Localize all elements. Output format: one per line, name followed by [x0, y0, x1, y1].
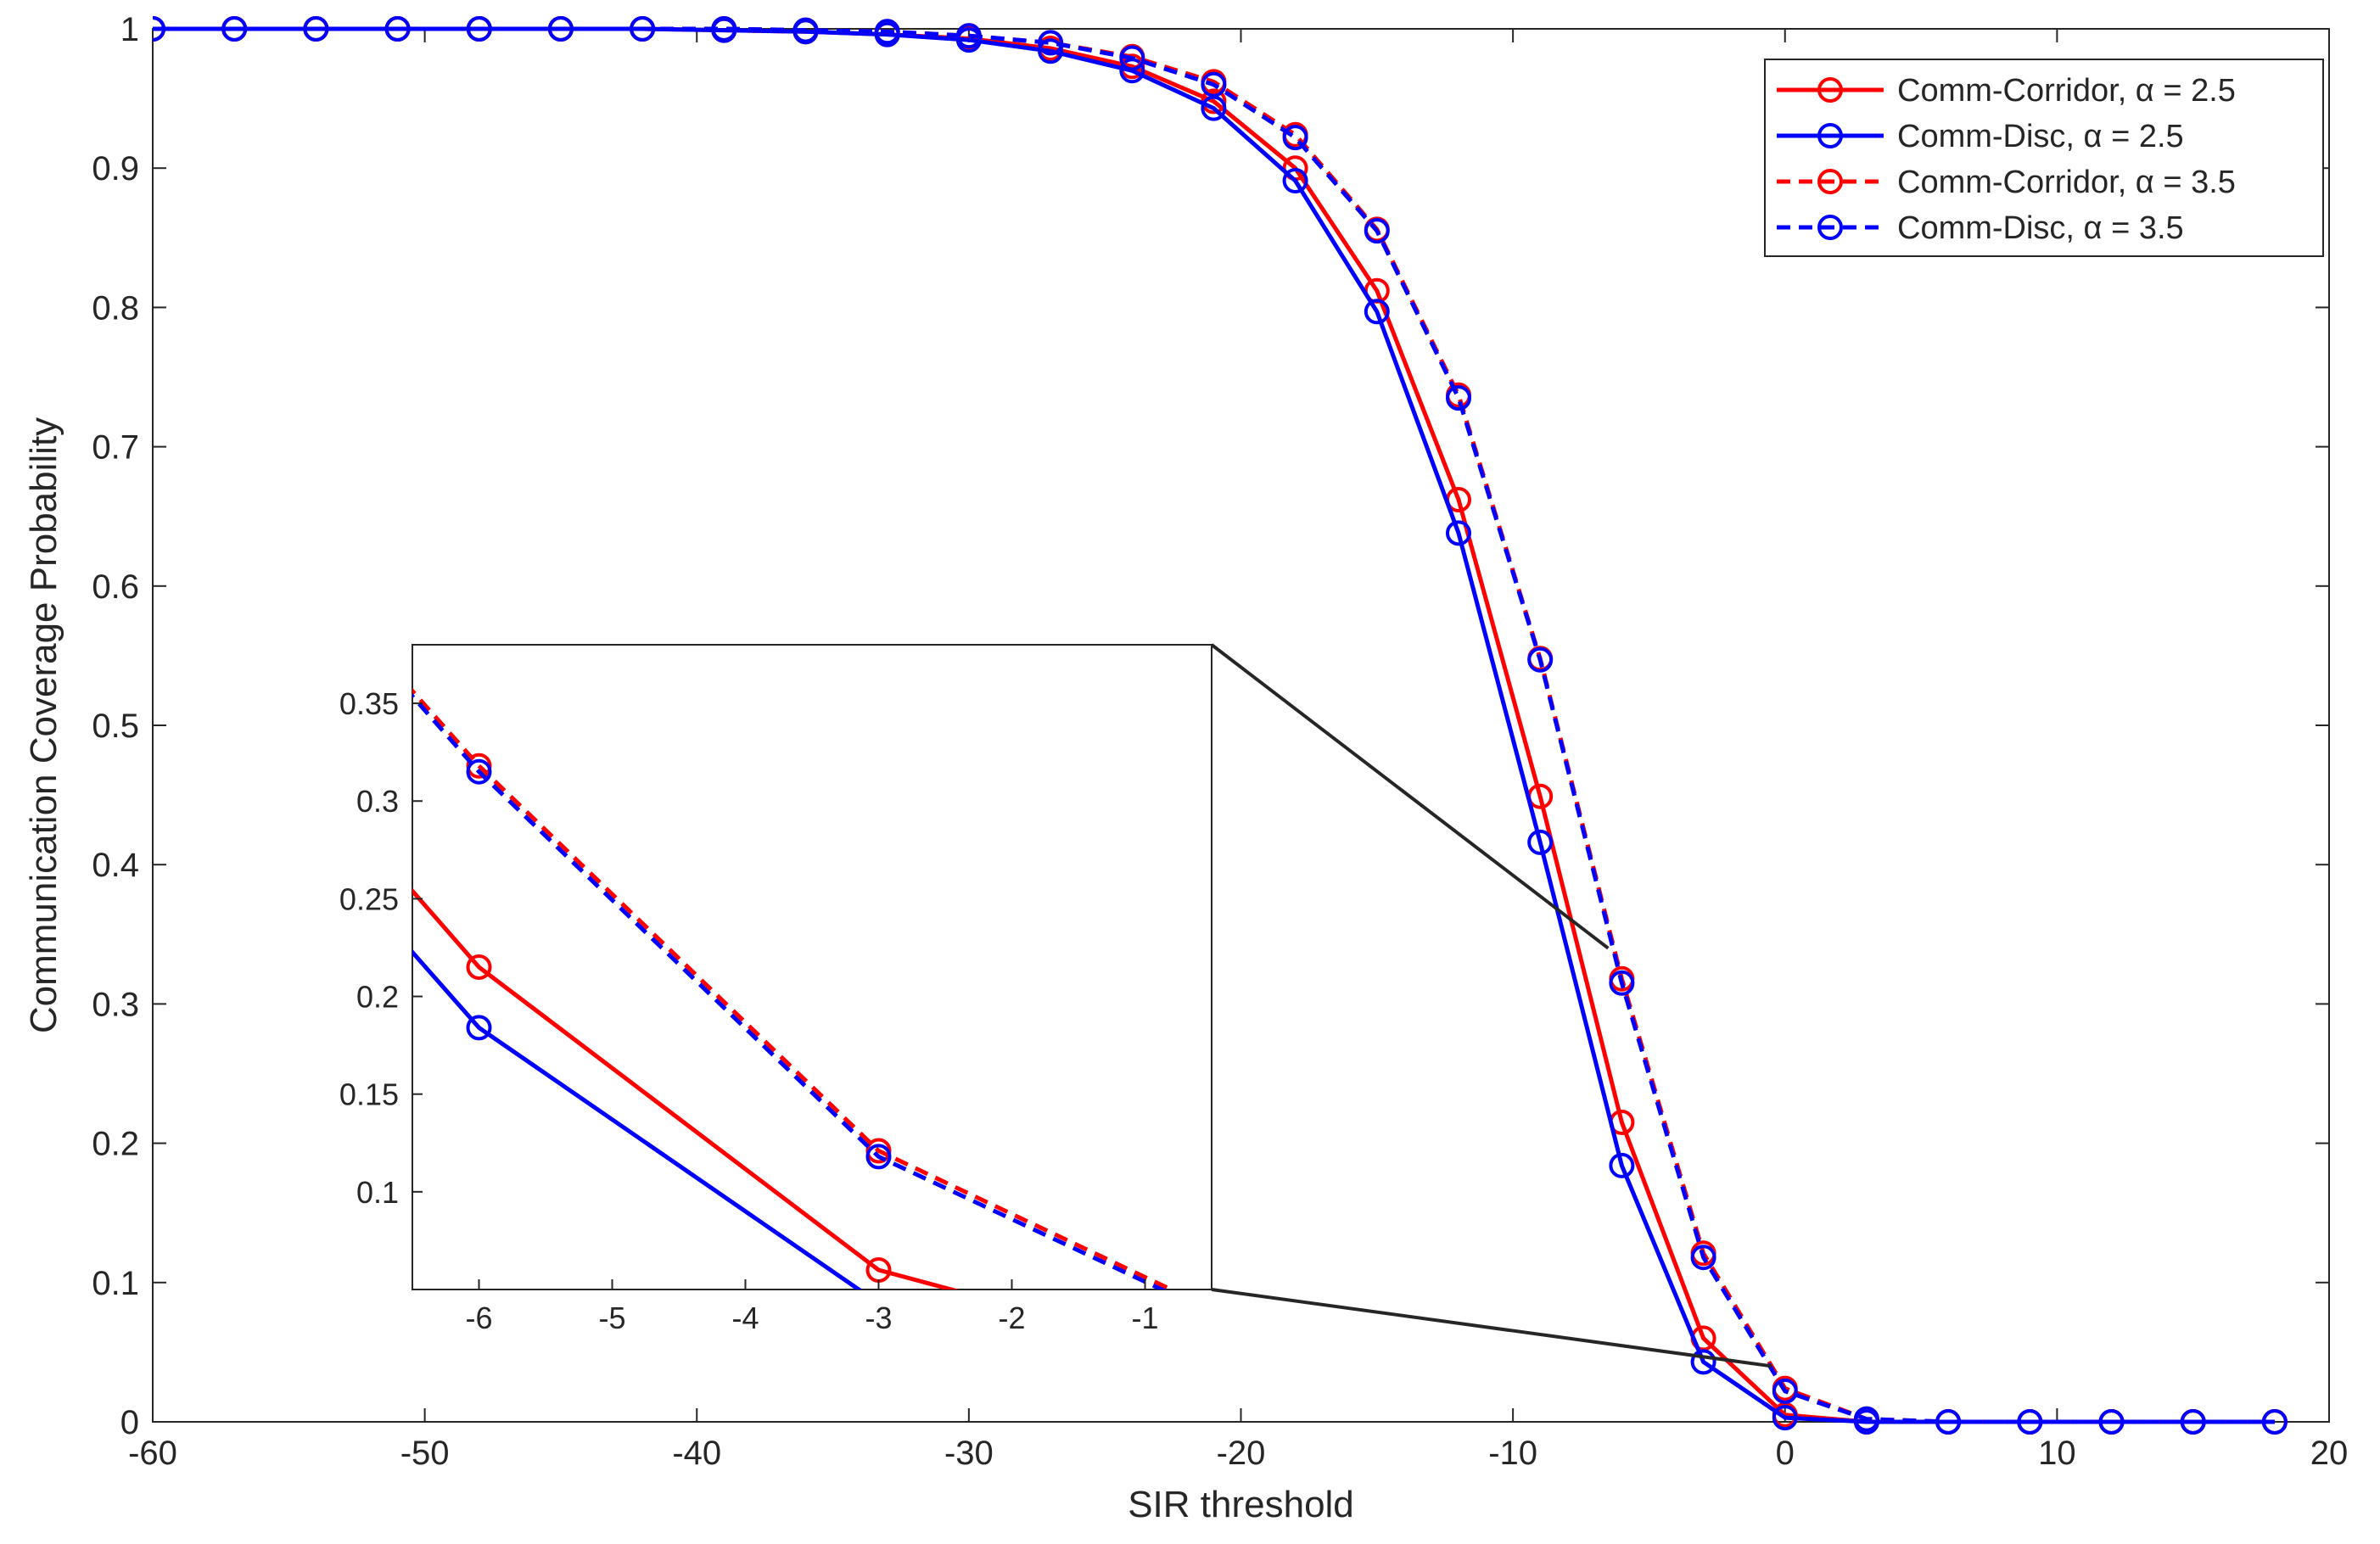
inset-data-point — [69, 305, 91, 327]
main-data-point — [1609, 970, 1635, 996]
main-data-point — [1364, 218, 1390, 244]
main-data-point — [384, 16, 411, 42]
legend-swatch-marker — [1817, 169, 1843, 194]
main-data-point — [1527, 646, 1554, 673]
y-tick-label: 0.6 — [92, 568, 139, 606]
inset-y-tick-label: 0.1 — [356, 1175, 399, 1210]
legend-label: Comm-Corridor, α = 2.5 — [1897, 73, 2236, 109]
x-tick-label: -40 — [672, 1435, 721, 1472]
main-data-point — [1282, 125, 1308, 151]
main-data-point — [2017, 1409, 2043, 1435]
main-data-point — [630, 16, 656, 42]
inset-x-tick-label: -1 — [1131, 1301, 1158, 1335]
y-tick-label: 0.2 — [92, 1126, 139, 1163]
y-tick-label: 0.7 — [92, 429, 139, 467]
main-data-point — [1038, 38, 1064, 64]
legend-label: Comm-Disc, α = 2.5 — [1897, 119, 2184, 154]
y-tick-label: 0.5 — [92, 708, 139, 745]
main-data-point — [1364, 299, 1390, 325]
main-data-point — [1282, 168, 1308, 193]
inset-series-4 — [69, 307, 1167, 1289]
legend-swatch-marker — [1817, 215, 1843, 240]
main-data-point — [466, 16, 492, 42]
inset-y-tick-label: 0.2 — [356, 980, 399, 1015]
main-data-point — [874, 19, 900, 45]
main-series-4 — [153, 16, 2288, 1435]
y-tick-label: 0.3 — [92, 986, 139, 1023]
inset-x-tick-label: -5 — [598, 1301, 625, 1335]
inset-series-2 — [69, 563, 863, 1289]
main-data-point — [1772, 1378, 1798, 1404]
main-data-point — [1772, 1405, 1798, 1431]
inset-x-tick-label: -4 — [731, 1301, 759, 1335]
inset-axes-box — [412, 644, 1212, 1290]
legend-swatch-marker — [1817, 77, 1843, 103]
main-data-point — [1119, 45, 1145, 71]
x-tick-label: -50 — [400, 1435, 450, 1472]
inset-x-tick-label: -6 — [465, 1301, 492, 1335]
legend: Comm-Corridor, α = 2.5 Comm-Disc, α = 2.5… — [1764, 59, 2324, 257]
main-data-point — [2098, 1409, 2125, 1435]
main-data-point — [2180, 1409, 2206, 1435]
main-data-point — [1446, 520, 1471, 546]
zoom-connector-top — [1210, 643, 1610, 950]
inset-y-tick-label: 0.35 — [339, 686, 399, 721]
main-data-point — [955, 23, 982, 49]
main-data-point — [1609, 1152, 1635, 1178]
y-tick-label: 0.1 — [92, 1265, 139, 1302]
inset-data-point — [69, 563, 91, 585]
y-axis-title: Communication Coverage Probability — [23, 417, 64, 1033]
inset-data-point — [865, 1144, 892, 1170]
main-data-point — [1935, 1409, 1962, 1435]
inset-y-tick-label: 0.15 — [339, 1077, 399, 1112]
main-data-point — [1446, 385, 1471, 411]
x-tick-label: 0 — [1776, 1435, 1795, 1472]
inset-y-tick-label: 0.3 — [356, 784, 399, 819]
main-data-point — [1038, 30, 1064, 56]
x-tick-label: -10 — [1488, 1435, 1537, 1472]
inset-data-point — [69, 499, 91, 521]
inset-data-point — [466, 1015, 492, 1041]
main-data-point — [1201, 71, 1227, 98]
x-tick-label: -30 — [944, 1435, 994, 1472]
main-data-point — [153, 16, 165, 42]
y-tick-label: 0 — [120, 1404, 139, 1441]
main-data-point — [1853, 1406, 1879, 1432]
main-data-point — [547, 16, 574, 42]
legend-swatch-marker — [1817, 123, 1843, 148]
x-tick-label: 10 — [2038, 1435, 2076, 1472]
legend-label: Comm-Disc, α = 3.5 — [1897, 210, 2184, 246]
inset-x-tick-label: -3 — [865, 1301, 892, 1335]
main-data-point — [792, 17, 819, 43]
main-data-point — [1527, 829, 1554, 855]
zoom-connector-bottom — [1211, 1288, 1772, 1368]
x-tick-label: -20 — [1217, 1435, 1266, 1472]
legend-label: Comm-Corridor, α = 3.5 — [1897, 165, 2236, 200]
legend-box — [1764, 59, 2324, 257]
x-tick-label: 20 — [2310, 1435, 2349, 1472]
main-data-point — [303, 16, 329, 42]
inset-plot: -6 -5 -4 -3 -2 -1 0.1 0.15 0.2 0.25 0.3 0.35 — [69, 305, 1212, 1335]
inset-data-point — [466, 758, 492, 785]
main-data-point — [1690, 1245, 1716, 1271]
main-series-line — [153, 26, 2275, 1424]
main-data-point — [711, 16, 737, 42]
x-tick-label: -60 — [128, 1435, 177, 1472]
inset-data-point — [69, 307, 91, 329]
y-tick-label: 1 — [120, 11, 139, 48]
inset-y-tick-label: 0.25 — [339, 881, 399, 916]
inset-data-point — [466, 954, 492, 980]
main-data-point — [2261, 1409, 2288, 1435]
inset-x-tick-label: -2 — [998, 1301, 1025, 1335]
main-data-point — [1690, 1349, 1716, 1375]
x-axis-title: SIR threshold — [1128, 1484, 1354, 1525]
y-tick-label: 0.8 — [92, 289, 139, 327]
y-tick-label: 0.9 — [92, 150, 139, 187]
main-data-point — [221, 16, 248, 42]
zoom-connectors — [1210, 643, 1772, 1368]
y-tick-label: 0.4 — [92, 847, 139, 884]
